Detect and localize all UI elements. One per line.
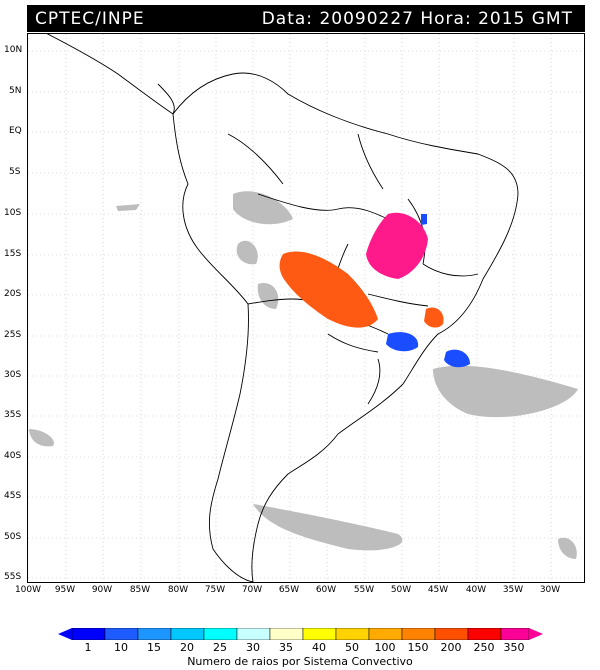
storm-blue-1: [386, 332, 419, 352]
legend-value-15: 15: [147, 641, 161, 654]
cloud-areas: [29, 191, 578, 559]
legend-swatch-4: [170, 628, 205, 640]
lat-label-20s: 20S: [4, 289, 22, 299]
lon-label-100w: 100W: [14, 585, 42, 595]
lon-label-70w: 70W: [241, 585, 263, 595]
legend-value-20: 20: [180, 641, 194, 654]
source-label: CPTEC/INPE: [35, 9, 145, 29]
legend-value-40: 40: [312, 641, 326, 654]
south-america-outline: [172, 72, 519, 582]
lat-label-15s: 15S: [4, 249, 22, 259]
lat-label-5n: 5N: [9, 86, 22, 96]
lat-label-30s: 30S: [4, 370, 22, 380]
legend-value-150: 150: [407, 641, 429, 654]
legend-swatch-12: [434, 628, 469, 640]
storm-orange-east: [424, 307, 444, 328]
title-bar: CPTEC/INPE Data: 20090227 Hora: 2015 GMT: [27, 5, 585, 32]
legend-swatch-11: [401, 628, 436, 640]
legend-caption: Numero de raios por Sistema Convectivo: [187, 655, 413, 668]
legend-value-1: 1: [84, 641, 92, 654]
legend-value-30: 30: [246, 641, 260, 654]
lat-label-55s: 55S: [4, 572, 22, 582]
storm-blue-2: [444, 349, 470, 368]
lightning-systems: [279, 212, 470, 368]
lon-label-50w: 50W: [390, 585, 412, 595]
legend-swatch-2: [104, 628, 139, 640]
legend-swatch-8: [302, 628, 337, 640]
legend-value-100: 100: [374, 641, 396, 654]
legend-swatch-14: [500, 628, 530, 640]
legend-swatch-6: [236, 628, 271, 640]
legend-value-25: 25: [213, 641, 227, 654]
legend-swatch-13: [467, 628, 502, 640]
map-canvas: [28, 34, 584, 582]
lat-label-45s: 45S: [4, 491, 22, 501]
legend-value-50: 50: [345, 641, 359, 654]
lon-label-85w: 85W: [129, 585, 151, 595]
legend-swatch-7: [269, 628, 304, 640]
legend-arrow-left: [58, 628, 72, 640]
lon-label-40w: 40W: [465, 585, 487, 595]
lat-label-10s: 10S: [4, 208, 22, 218]
legend-swatch-10: [368, 628, 403, 640]
lon-label-30w: 30W: [539, 585, 561, 595]
lat-label-50s: 50S: [4, 532, 22, 542]
legend-value-35: 35: [279, 641, 293, 654]
lon-label-80w: 80W: [167, 585, 189, 595]
lat-label-35s: 35S: [4, 410, 22, 420]
legend-swatch-3: [137, 628, 172, 640]
lon-label-45w: 45W: [427, 585, 449, 595]
lon-label-35w: 35W: [502, 585, 524, 595]
legend-arrow-right: [529, 628, 543, 640]
lat-label-25s: 25S: [4, 330, 22, 340]
central-america-outline: [46, 34, 175, 115]
lon-label-55w: 55W: [353, 585, 375, 595]
legend-value-200: 200: [440, 641, 462, 654]
lat-label-5s: 5S: [9, 167, 21, 177]
lat-label-10n: 10N: [4, 45, 23, 55]
lon-label-90w: 90W: [91, 585, 113, 595]
color-legend: [58, 628, 543, 640]
legend-value-250: 250: [473, 641, 495, 654]
lon-label-95w: 95W: [54, 585, 76, 595]
storm-blue-3: [421, 214, 427, 225]
lat-label-eq: EQ: [9, 126, 22, 136]
datetime-label: Data: 20090227 Hora: 2015 GMT: [261, 9, 573, 29]
graticule: [28, 34, 584, 582]
storm-orange-west: [279, 251, 378, 328]
legend-value-10: 10: [114, 641, 128, 654]
legend-swatches: [71, 628, 530, 640]
legend-swatch-9: [335, 628, 370, 640]
lon-label-75w: 75W: [204, 585, 226, 595]
map-frame: [27, 33, 585, 583]
lon-label-60w: 60W: [315, 585, 337, 595]
legend-value-350: 350: [503, 641, 525, 654]
legend-swatch-1: [71, 628, 106, 640]
legend-swatch-5: [203, 628, 238, 640]
storm-magenta: [366, 212, 428, 279]
lat-label-40s: 40S: [4, 451, 22, 461]
lon-label-65w: 65W: [278, 585, 300, 595]
